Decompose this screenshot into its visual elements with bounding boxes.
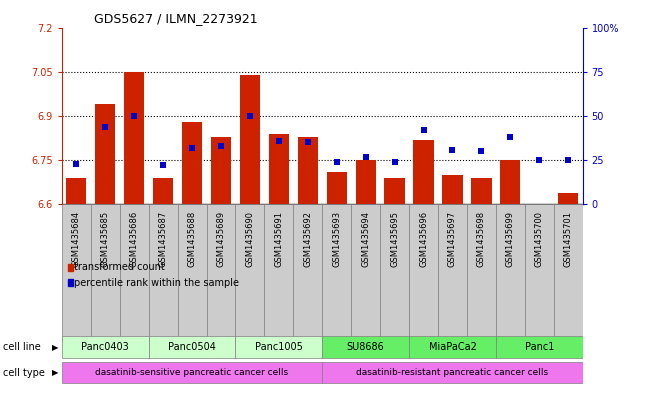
Bar — [327, 172, 347, 204]
Point — [215, 143, 226, 149]
Bar — [409, 336, 496, 358]
Bar — [554, 204, 583, 342]
Text: GSM1435686: GSM1435686 — [130, 211, 139, 268]
Text: MiaPaCa2: MiaPaCa2 — [428, 342, 477, 353]
Bar — [351, 204, 380, 342]
Bar — [438, 204, 467, 342]
Bar — [380, 204, 409, 342]
Text: transformed count: transformed count — [74, 262, 165, 272]
Bar — [182, 122, 202, 204]
Text: GSM1435687: GSM1435687 — [159, 211, 167, 268]
Text: GSM1435689: GSM1435689 — [217, 211, 225, 267]
Bar — [66, 178, 87, 204]
Bar — [322, 362, 583, 383]
Text: GSM1435685: GSM1435685 — [101, 211, 110, 267]
Bar — [558, 193, 578, 204]
Point — [476, 148, 486, 154]
Text: GSM1435688: GSM1435688 — [187, 211, 197, 268]
Bar — [471, 178, 492, 204]
Text: GSM1435692: GSM1435692 — [303, 211, 312, 267]
Bar — [178, 204, 206, 342]
Bar — [148, 204, 178, 342]
Bar — [269, 134, 289, 204]
Bar — [496, 204, 525, 342]
Text: GSM1435696: GSM1435696 — [419, 211, 428, 267]
Text: dasatinib-resistant pancreatic cancer cells: dasatinib-resistant pancreatic cancer ce… — [356, 368, 549, 377]
Point — [447, 146, 458, 152]
Bar — [211, 136, 231, 204]
Bar — [120, 204, 148, 342]
Text: GSM1435701: GSM1435701 — [564, 211, 573, 267]
Bar — [496, 336, 583, 358]
Bar — [322, 336, 409, 358]
Bar — [298, 136, 318, 204]
Text: dasatinib-sensitive pancreatic cancer cells: dasatinib-sensitive pancreatic cancer ce… — [96, 368, 288, 377]
Text: cell line: cell line — [3, 342, 41, 353]
Bar — [206, 204, 236, 342]
Text: GSM1435684: GSM1435684 — [72, 211, 81, 267]
Text: GSM1435690: GSM1435690 — [245, 211, 255, 267]
Bar — [413, 140, 434, 204]
Bar — [500, 160, 520, 204]
Point — [187, 145, 197, 151]
Point — [361, 153, 371, 160]
Bar — [442, 175, 463, 204]
Bar — [385, 178, 405, 204]
Text: GSM1435698: GSM1435698 — [477, 211, 486, 267]
Bar — [62, 336, 148, 358]
Bar — [124, 72, 145, 204]
Bar — [62, 204, 90, 342]
Point — [505, 134, 516, 140]
Point — [419, 127, 429, 133]
Text: Panc1005: Panc1005 — [255, 342, 303, 353]
Bar — [409, 204, 438, 342]
Point — [158, 162, 169, 169]
Bar — [62, 362, 322, 383]
Text: GDS5627 / ILMN_2273921: GDS5627 / ILMN_2273921 — [94, 12, 258, 25]
Bar — [240, 75, 260, 204]
Text: GSM1435697: GSM1435697 — [448, 211, 457, 267]
Point — [563, 157, 574, 163]
Text: GSM1435699: GSM1435699 — [506, 211, 515, 267]
Bar — [236, 204, 264, 342]
Text: percentile rank within the sample: percentile rank within the sample — [74, 278, 239, 288]
Bar — [95, 104, 115, 204]
Bar — [355, 160, 376, 204]
Point — [389, 159, 400, 165]
Text: Panc0403: Panc0403 — [81, 342, 129, 353]
Point — [273, 138, 284, 144]
Bar — [294, 204, 322, 342]
Text: GSM1435695: GSM1435695 — [390, 211, 399, 267]
Point — [534, 157, 544, 163]
Point — [245, 113, 255, 119]
Point — [71, 160, 81, 167]
Point — [331, 159, 342, 165]
Bar — [153, 178, 173, 204]
Point — [129, 113, 139, 119]
Text: GSM1435700: GSM1435700 — [534, 211, 544, 267]
Text: GSM1435694: GSM1435694 — [361, 211, 370, 267]
Point — [100, 123, 111, 130]
Text: GSM1435693: GSM1435693 — [332, 211, 341, 267]
Bar — [148, 336, 236, 358]
Text: SU8686: SU8686 — [347, 342, 385, 353]
Bar — [322, 204, 351, 342]
Bar — [264, 204, 294, 342]
Text: Panc0504: Panc0504 — [168, 342, 216, 353]
Text: Panc1: Panc1 — [525, 342, 554, 353]
Bar — [236, 336, 322, 358]
Bar — [90, 204, 120, 342]
Bar — [525, 204, 554, 342]
Text: cell type: cell type — [3, 367, 45, 378]
Point — [303, 139, 313, 145]
Text: ▶: ▶ — [52, 368, 59, 377]
Text: ▶: ▶ — [52, 343, 59, 352]
Bar — [467, 204, 496, 342]
Text: GSM1435691: GSM1435691 — [274, 211, 283, 267]
